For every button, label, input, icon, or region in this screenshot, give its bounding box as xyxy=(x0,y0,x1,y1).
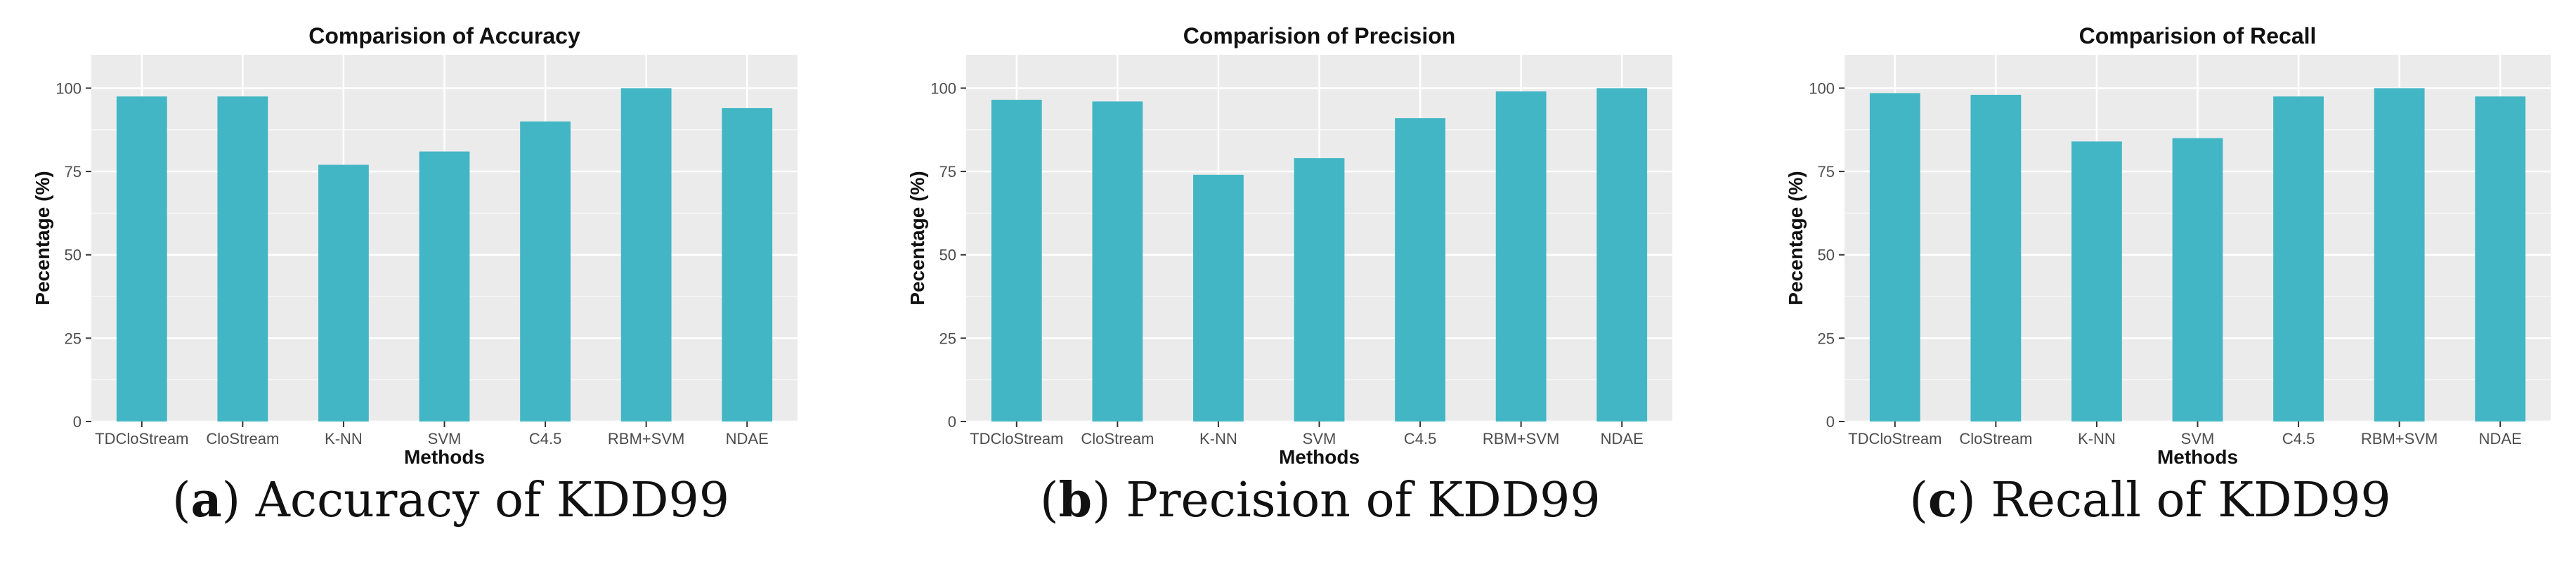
y-axis-label: Pecentage (%) xyxy=(906,171,928,305)
bar xyxy=(1596,88,1648,422)
bar xyxy=(520,121,571,422)
bar xyxy=(318,164,369,422)
x-tick-label: TDCloStream xyxy=(970,430,1063,447)
caption-c: (c) Recall of KDD99 xyxy=(1909,472,2391,528)
chart-2: 0 25 50 75 100 TDCloStream CloStream K-NN SVM C4.… xyxy=(906,23,1672,468)
y-tick-label: 25 xyxy=(939,329,956,347)
y-tick-label: 75 xyxy=(939,163,956,181)
caption-a-text: Accuracy of KDD99 xyxy=(255,473,730,528)
x-tick-label: NDAE xyxy=(1601,430,1644,447)
y-tick-label: 75 xyxy=(1818,163,1835,181)
bar xyxy=(1092,101,1143,422)
y-tick-label: 25 xyxy=(65,329,82,347)
y-tick-label: 100 xyxy=(1809,79,1835,97)
y-tick-label: 0 xyxy=(1826,413,1835,431)
bar xyxy=(116,96,167,422)
x-axis-label: Methods xyxy=(1279,446,1360,468)
bar xyxy=(1869,93,1920,422)
x-tick-label: C4.5 xyxy=(2282,430,2315,447)
bar xyxy=(1294,158,1345,422)
x-tick-label: NDAE xyxy=(726,430,769,447)
y-tick-label: 25 xyxy=(1818,329,1835,347)
x-tick-label: CloStream xyxy=(1959,430,2032,447)
x-tick-label: K-NN xyxy=(325,430,363,447)
y-tick-label: 50 xyxy=(65,247,82,264)
x-tick-label: CloStream xyxy=(206,430,279,447)
bar xyxy=(620,88,672,422)
caption-c-letter: c xyxy=(1927,472,1958,528)
bar xyxy=(1495,91,1547,422)
chart-title: Comparision of Recall xyxy=(2079,23,2317,48)
y-tick-label: 50 xyxy=(1818,247,1835,264)
bar xyxy=(2071,141,2122,422)
y-tick-label: 100 xyxy=(930,79,956,97)
caption-b: (b) Precision of KDD99 xyxy=(1040,472,1601,528)
x-tick-label: C4.5 xyxy=(529,430,561,447)
bar xyxy=(2273,96,2324,422)
y-tick-label: 50 xyxy=(939,247,956,264)
caption-b-letter: b xyxy=(1058,472,1093,528)
chart-1: 0 25 50 75 100 TDCloStream CloStream K-NN SVM C4.… xyxy=(32,23,798,468)
bar xyxy=(217,96,268,422)
x-tick-label: SVM xyxy=(428,430,462,447)
x-tick-label: SVM xyxy=(2181,430,2215,447)
caption-a: (a) Accuracy of KDD99 xyxy=(172,472,730,528)
y-tick-label: 0 xyxy=(73,413,82,431)
x-tick-label: CloStream xyxy=(1081,430,1154,447)
x-tick-label: RBM+SVM xyxy=(2361,430,2438,447)
bar xyxy=(722,107,773,422)
x-axis-label: Methods xyxy=(404,446,485,468)
x-tick-label: K-NN xyxy=(2078,430,2116,447)
y-tick-label: 75 xyxy=(65,163,82,181)
bar xyxy=(1193,174,1244,422)
caption-b-text: Precision of KDD99 xyxy=(1126,473,1601,528)
x-tick-label: RBM+SVM xyxy=(1483,430,1559,447)
chart-title: Comparision of Accuracy xyxy=(308,23,580,48)
x-tick-label: SVM xyxy=(1303,430,1336,447)
bar xyxy=(2374,88,2425,422)
x-tick-label: TDCloStream xyxy=(1848,430,1941,447)
bar xyxy=(1970,94,2022,422)
chart-title: Comparision of Precision xyxy=(1183,23,1456,48)
bar xyxy=(1395,118,1445,422)
y-tick-label: 0 xyxy=(948,413,956,431)
y-axis-label: Pecentage (%) xyxy=(1785,171,1807,305)
y-tick-label: 100 xyxy=(56,79,82,97)
x-tick-label: C4.5 xyxy=(1404,430,1436,447)
bar xyxy=(991,100,1042,422)
x-tick-label: K-NN xyxy=(1199,430,1237,447)
x-tick-label: TDCloStream xyxy=(95,430,188,447)
bar xyxy=(419,151,470,422)
chart-3: 0 25 50 75 100 TDCloStream CloStream K-NN SVM C4.… xyxy=(1785,23,2551,468)
x-tick-label: RBM+SVM xyxy=(608,430,684,447)
bar xyxy=(2475,96,2526,422)
caption-c-text: Recall of KDD99 xyxy=(1991,473,2391,528)
x-axis-label: Methods xyxy=(2157,446,2238,468)
caption-a-letter: a xyxy=(190,472,222,528)
x-tick-label: NDAE xyxy=(2479,430,2522,447)
y-axis-label: Pecentage (%) xyxy=(32,171,53,305)
bar xyxy=(2172,138,2223,422)
